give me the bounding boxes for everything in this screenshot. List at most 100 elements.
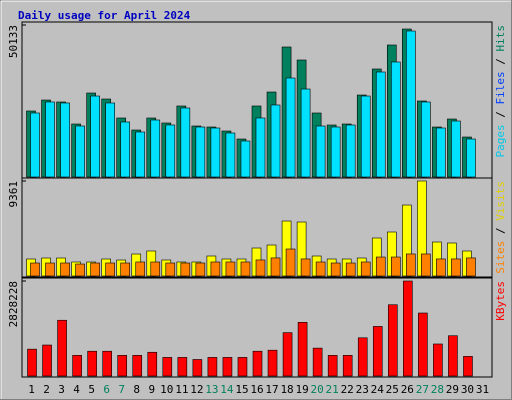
x-tick-label: 20 — [311, 383, 324, 396]
x-tick-label: 12 — [190, 383, 203, 396]
side-label-part: Visits — [494, 181, 507, 221]
bar — [372, 326, 383, 377]
x-tick-label: 27 — [416, 383, 429, 396]
x-tick-label: 17 — [265, 383, 278, 396]
bar — [252, 350, 263, 377]
bar — [30, 262, 40, 277]
side-label-part: Sites — [494, 241, 507, 274]
bar — [222, 357, 233, 377]
bar — [177, 357, 188, 377]
bar — [300, 88, 311, 178]
bar — [120, 121, 131, 178]
x-tick-label: 9 — [148, 383, 155, 396]
bar — [390, 61, 401, 178]
bar — [207, 357, 218, 377]
bar — [135, 131, 146, 178]
side-label-part: Pages — [494, 124, 507, 157]
bar — [418, 312, 428, 377]
bar — [270, 104, 281, 178]
bar — [162, 357, 173, 377]
bar — [225, 132, 236, 178]
x-tick-label: 23 — [356, 383, 369, 396]
bar — [406, 253, 416, 277]
bar — [375, 71, 386, 178]
bar — [120, 262, 131, 277]
bar — [240, 261, 251, 277]
bar — [90, 95, 100, 178]
x-tick-label: 25 — [386, 383, 399, 396]
x-tick-label: 15 — [235, 383, 248, 396]
x-tick-label: 22 — [341, 383, 354, 396]
bar — [297, 322, 308, 377]
x-tick-label: 5 — [88, 383, 95, 396]
bar — [421, 101, 431, 178]
bar — [105, 262, 115, 277]
bar — [375, 256, 386, 277]
bar — [315, 261, 326, 277]
bar — [403, 280, 413, 377]
chart-title: Daily usage for April 2024 — [18, 9, 191, 22]
bar — [270, 257, 281, 277]
x-tick-label: 18 — [280, 383, 293, 396]
bar — [451, 120, 461, 178]
side-label: Sites / Visits — [494, 181, 507, 274]
bar — [255, 259, 266, 277]
bar — [195, 262, 206, 277]
bar — [180, 262, 191, 277]
x-tick-label: 30 — [461, 383, 474, 396]
side-label-part: Files — [494, 71, 507, 104]
bar — [90, 262, 100, 277]
side-label-part: KBytes — [494, 281, 507, 321]
side-label: Pages / Files / Hits — [494, 25, 507, 158]
bar — [225, 261, 236, 277]
x-tick-label: 8 — [133, 383, 140, 396]
bar — [135, 261, 146, 277]
bar — [42, 344, 52, 377]
side-label-part: / — [494, 221, 507, 241]
bar — [150, 261, 161, 277]
bar — [330, 126, 341, 178]
bar — [421, 253, 431, 277]
bar — [285, 248, 296, 277]
bar — [255, 117, 266, 178]
bar — [312, 347, 323, 377]
bar — [105, 102, 115, 178]
bar — [267, 349, 278, 377]
bar — [342, 355, 353, 377]
bar — [390, 256, 401, 277]
bar — [436, 258, 446, 277]
bar — [147, 351, 158, 377]
bar — [192, 359, 203, 377]
bar — [406, 30, 416, 178]
bar — [45, 262, 55, 277]
bar — [240, 140, 251, 178]
bar — [466, 138, 476, 178]
bar — [433, 343, 443, 377]
bar — [315, 125, 326, 178]
x-tick-label: 19 — [295, 383, 308, 396]
x-tick-label: 3 — [58, 383, 65, 396]
x-tick-label: 16 — [250, 383, 263, 396]
bar — [87, 350, 97, 377]
bar — [195, 126, 206, 178]
bar — [117, 355, 128, 377]
bar — [165, 262, 176, 277]
bar — [463, 356, 473, 377]
bar — [27, 348, 37, 377]
bar — [387, 304, 398, 377]
bar — [357, 337, 368, 377]
x-tick-label: 21 — [326, 383, 339, 396]
bar — [30, 112, 40, 178]
bar — [360, 95, 371, 178]
bar — [165, 124, 176, 178]
bar — [345, 262, 356, 277]
x-tick-label: 28 — [431, 383, 444, 396]
bar — [466, 257, 476, 277]
bar — [57, 319, 67, 377]
bar — [436, 127, 446, 178]
bar — [448, 335, 458, 377]
x-tick-label: 31 — [476, 383, 489, 396]
bar — [282, 332, 293, 377]
bar — [132, 355, 143, 377]
